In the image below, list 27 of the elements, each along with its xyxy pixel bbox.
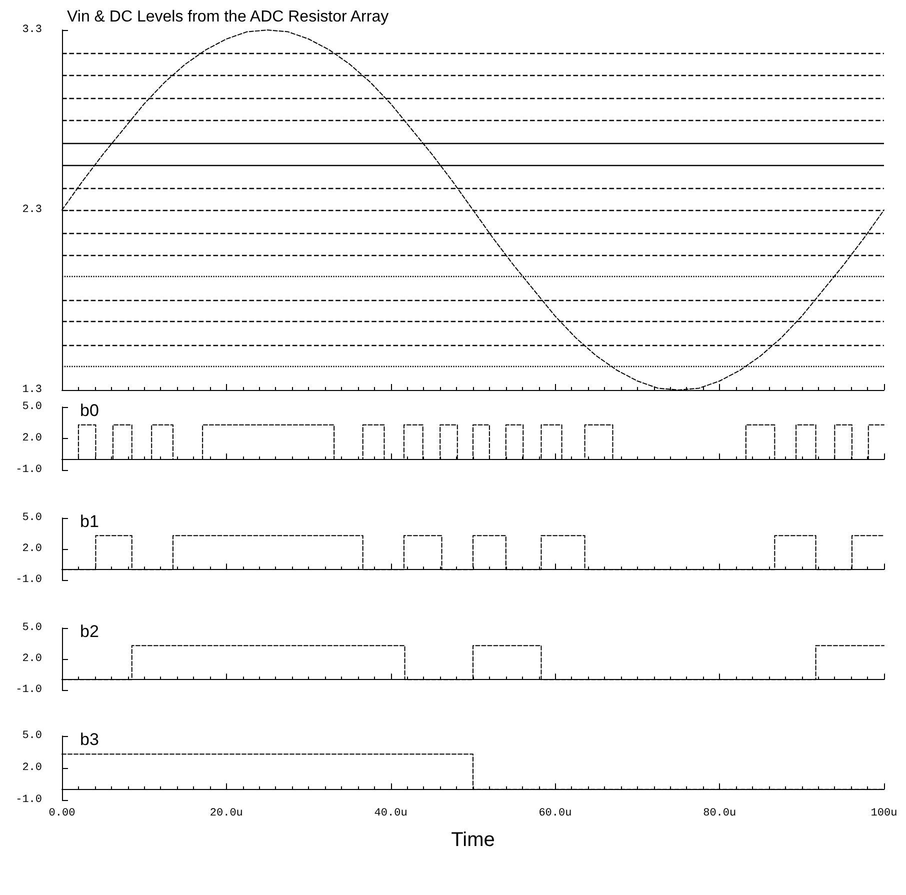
y-tick-label: 2.0 [22,432,42,444]
y-tick-label: 5.0 [22,622,42,634]
x-tick-label: 100u [870,808,898,820]
chart-title: b3 [80,730,99,749]
y-tick-label: 5.0 [22,401,42,413]
y-tick-label: 1.3 [22,384,42,396]
y-tick-label: -1.0 [16,794,42,806]
chart-title: b2 [80,622,99,641]
chart-title: b1 [80,512,99,531]
y-tick-label: -1.0 [16,574,42,586]
y-tick-label: 3.3 [22,24,42,36]
x-tick-label: 40.0u [374,808,408,820]
y-tick-label: 2.0 [22,543,42,555]
y-tick-label: 2.3 [22,204,42,216]
chart-title: Vin & DC Levels from the ADC Resistor Array [67,8,389,26]
x-tick-label: 20.0u [210,808,243,820]
y-tick-label: -1.0 [16,684,42,696]
x-tick-label: 80.0u [703,808,736,820]
y-tick-label: 5.0 [22,512,42,524]
x-tick-label: 60.0u [538,808,572,820]
x-axis-title: Time [451,829,495,851]
chart-title: b0 [80,401,99,420]
x-tick-label: 0.00 [48,808,76,820]
y-tick-label: 2.0 [22,653,42,665]
y-tick-label: -1.0 [16,464,42,476]
y-tick-label: 5.0 [22,730,42,742]
y-tick-label: 2.0 [22,762,42,774]
